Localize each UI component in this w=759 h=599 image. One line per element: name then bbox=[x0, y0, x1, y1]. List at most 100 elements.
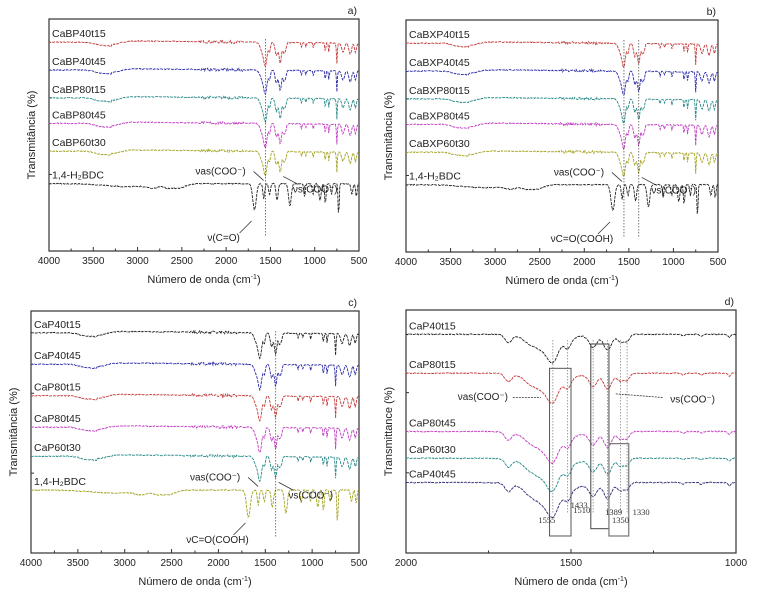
x-tick-label: 500 bbox=[351, 558, 368, 569]
x-axis-label: Número de onda (cm-1) bbox=[505, 275, 618, 287]
series-label: CaBXP80t45 bbox=[409, 110, 470, 122]
paren: ) bbox=[624, 576, 628, 588]
series-label: CaP60t30 bbox=[409, 444, 456, 456]
annotation-nu-as: νas(COO⁻) bbox=[190, 472, 240, 483]
y-axis-label: Transmitância (%) bbox=[8, 388, 20, 477]
series-label: 1,4-H₂BDC bbox=[52, 170, 104, 182]
x-tick-label: 500 bbox=[351, 256, 368, 267]
y-axis-label: Transmitância (%) bbox=[26, 91, 38, 180]
series-line-CaBP40t45 bbox=[49, 67, 359, 96]
series-line-CaP80t45 bbox=[31, 424, 359, 454]
series-label: CaP80t15 bbox=[409, 359, 456, 371]
series-label: CaBP80t15 bbox=[52, 84, 106, 96]
y-axis-label: Transmittance (%) bbox=[383, 387, 395, 476]
x-tick-label: 1000 bbox=[304, 256, 327, 267]
series-line-CaP40t15 bbox=[406, 333, 736, 364]
series-line-CaP80t15 bbox=[31, 392, 359, 422]
series-label: CaP40t15 bbox=[409, 320, 456, 332]
series-line-CaBXP40t45 bbox=[406, 67, 718, 97]
x-tick-label: 2500 bbox=[529, 257, 552, 268]
series-line-CaP40t15 bbox=[31, 329, 359, 360]
plot-frame bbox=[405, 19, 719, 253]
superscript: -1 bbox=[609, 275, 615, 282]
series-label: CaP40t15 bbox=[34, 319, 81, 331]
annotation-nu-co: ν(C=O) bbox=[207, 233, 240, 244]
x-tick-label: 3500 bbox=[439, 257, 462, 268]
peak-label: 1510 bbox=[573, 505, 590, 515]
x-tick-label: 2000 bbox=[215, 256, 238, 267]
series-label: CaBXP40t45 bbox=[409, 57, 470, 69]
superscript: -1 bbox=[242, 576, 248, 583]
x-tick-label: 4000 bbox=[20, 558, 43, 569]
x-tick-label: 1000 bbox=[725, 558, 748, 569]
x-tick-label: 2500 bbox=[160, 558, 183, 569]
annotation-nu-s: νs(COO⁻) bbox=[293, 184, 338, 195]
x-tick-label: 3500 bbox=[82, 256, 105, 267]
series-label: 1,4-H₂BDC bbox=[34, 476, 86, 488]
x-tick-label: 4000 bbox=[395, 257, 418, 268]
series-line-1,4-H₂BDC bbox=[31, 489, 359, 521]
annotation-nu-s: νs(COO⁻) bbox=[651, 185, 696, 196]
annotation-arrow bbox=[253, 171, 264, 181]
x-tick-label: 1500 bbox=[254, 558, 277, 569]
chart-panel-a: 4000 3500 3000 2500 2000 1500 1000 500 a) Número … bbox=[26, 5, 368, 286]
peak-label: 1350 bbox=[612, 515, 629, 525]
series-line-1,4-H₂BDC bbox=[406, 183, 718, 214]
x-tick-label: 3000 bbox=[126, 256, 149, 267]
series-label: CaBP60t30 bbox=[52, 137, 106, 149]
x-tick-label: 3000 bbox=[484, 257, 507, 268]
series-label: CaBP40t45 bbox=[52, 56, 106, 68]
x-tick-label: 1500 bbox=[259, 256, 282, 267]
peak-label: 1389 bbox=[605, 507, 622, 517]
y-axis-label: Transmitância (%) bbox=[383, 92, 395, 181]
annotation-nu-co: νC=O(COOH) bbox=[551, 234, 614, 245]
panel-label: b) bbox=[707, 6, 716, 18]
x-tick-label: 2000 bbox=[573, 257, 596, 268]
x-tick-label: 1500 bbox=[618, 257, 641, 268]
annotation-arrow bbox=[233, 522, 246, 536]
series-line-CaP80t45 bbox=[406, 430, 736, 465]
x-tick-label: 1500 bbox=[560, 558, 583, 569]
x-tick-label: 4000 bbox=[38, 256, 61, 267]
paren: ) bbox=[248, 576, 252, 588]
x-tick-label: 2000 bbox=[207, 558, 230, 569]
x-tick-label: 3500 bbox=[67, 558, 90, 569]
panel-label: c) bbox=[348, 297, 357, 309]
annotation-nu-s: νs(COO⁻) bbox=[288, 490, 333, 501]
x-tick-label: 1000 bbox=[301, 558, 324, 569]
series-line-CaBP60t30 bbox=[49, 148, 359, 178]
series-label: CaBXP40t15 bbox=[409, 29, 470, 41]
paren: ) bbox=[615, 275, 619, 287]
annotation-nu-as: νas(COO⁻) bbox=[554, 167, 604, 178]
series-label: CaBXP60t30 bbox=[409, 138, 470, 150]
annotation-arrow bbox=[611, 172, 623, 182]
panel-label: d) bbox=[725, 296, 734, 308]
series-line-CaBXP60t30 bbox=[406, 149, 718, 178]
series-line-1,4-H₂BDC bbox=[49, 182, 359, 213]
annotation-arrow bbox=[247, 477, 259, 487]
superscript: -1 bbox=[618, 576, 624, 583]
x-axis-label: Número de onda (cm-1) bbox=[147, 274, 260, 286]
annotation-arrow bbox=[597, 221, 611, 235]
series-line-CaP40t45 bbox=[31, 361, 359, 392]
series-line-CaBP80t15 bbox=[49, 95, 359, 124]
x-tick-label: 1000 bbox=[662, 257, 685, 268]
chart-panel-d: 2000 1500 1000 d) Número de onda (cm-1) Trans… bbox=[383, 296, 748, 588]
series-label: CaP80t45 bbox=[34, 413, 81, 425]
series-label: CaBP80t45 bbox=[52, 109, 106, 121]
series-line-CaBXP80t45 bbox=[406, 121, 718, 151]
series-label: CaP80t45 bbox=[409, 418, 456, 430]
bracket-nu-as bbox=[549, 367, 572, 537]
plot-frame bbox=[48, 18, 360, 252]
chart-panel-c: 4000 3500 3000 2500 2000 1500 1000 500 c) Número … bbox=[8, 297, 368, 588]
bracket-secondary bbox=[608, 443, 630, 537]
plot-frame bbox=[30, 310, 360, 554]
annotation-arrow bbox=[615, 393, 663, 398]
annotation-arrow bbox=[641, 177, 657, 186]
series-label: CaP40t45 bbox=[409, 469, 456, 481]
series-label: CaP60t30 bbox=[34, 442, 81, 454]
annotation-nu-s: νs(COO⁻) bbox=[670, 394, 715, 405]
series-label: 1,4-H₂BDC bbox=[409, 171, 461, 183]
x-tick-label: 2000 bbox=[395, 558, 418, 569]
